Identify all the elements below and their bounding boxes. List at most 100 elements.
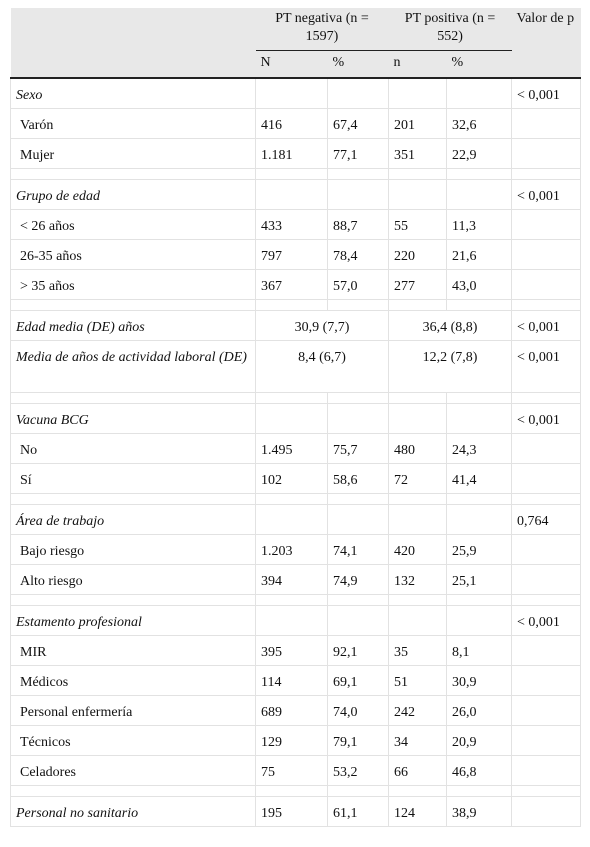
spacer-cell xyxy=(446,593,513,606)
cell-empty xyxy=(388,402,448,434)
spacer-row xyxy=(10,167,582,180)
spacer-cell xyxy=(10,593,256,606)
cell-value: 132 xyxy=(388,563,448,595)
row-label: Médicos xyxy=(10,664,256,696)
spacer-row xyxy=(10,391,582,404)
header-blank xyxy=(10,8,256,51)
cell-value: 25,9 xyxy=(446,533,513,565)
spacer-cell xyxy=(326,593,390,606)
group-header: PT positiva (n = 552) xyxy=(388,8,512,51)
spacer-cell xyxy=(255,593,328,606)
cell-value: 689 xyxy=(255,694,328,726)
table-row: Médicos 114 69,1 51 30,9 xyxy=(10,664,582,696)
cell-value: 92,1 xyxy=(326,634,390,666)
row-label: Personal enfermería xyxy=(10,694,256,726)
row-label: Celadores xyxy=(10,754,256,786)
table-row: Alto riesgo 394 74,9 132 25,1 xyxy=(10,563,582,595)
cell-value: 38,9 xyxy=(446,795,513,827)
spacer-row xyxy=(10,492,582,505)
cell-value: 367 xyxy=(255,268,328,300)
row-label: Estamento profesional xyxy=(10,604,256,636)
row-label: Vacuna BCG xyxy=(10,402,256,434)
table-row: Estamento profesional < 0,001 xyxy=(10,604,582,636)
spacer-row xyxy=(10,784,582,797)
table-row: Edad media (DE) años 30,9 (7,7) 36,4 (8,8)… xyxy=(10,309,582,341)
cell-value: 20,9 xyxy=(446,724,513,756)
spacer-cell xyxy=(446,784,513,797)
spacer-cell xyxy=(326,492,390,505)
cell-empty xyxy=(388,178,448,210)
cell-empty xyxy=(511,107,582,139)
table-row: Mujer 1.181 77,1 351 22,9 xyxy=(10,137,582,169)
cell-value: 201 xyxy=(388,107,448,139)
cell-value: 58,6 xyxy=(326,462,390,494)
cell-value: 12,2 (7,8) xyxy=(388,339,513,393)
cell-empty xyxy=(511,634,582,666)
spacer-cell xyxy=(388,593,448,606)
cell-value: 242 xyxy=(388,694,448,726)
cell-empty xyxy=(446,503,513,535)
p-value: < 0,001 xyxy=(511,309,582,341)
cell-value: 88,7 xyxy=(326,208,390,240)
cell-value: 34 xyxy=(388,724,448,756)
table-row: No 1.495 75,7 480 24,3 xyxy=(10,432,582,464)
cell-empty xyxy=(511,694,582,726)
spacer-cell xyxy=(255,298,328,311)
p-value: < 0,001 xyxy=(511,604,582,636)
cell-value: 35 xyxy=(388,634,448,666)
cell-empty xyxy=(446,178,513,210)
cell-value: 41,4 xyxy=(446,462,513,494)
table-row: Área de trabajo 0,764 xyxy=(10,503,582,535)
cell-value: 416 xyxy=(255,107,328,139)
cell-value: 394 xyxy=(255,563,328,595)
cell-value: 8,1 xyxy=(446,634,513,666)
cell-value: 75 xyxy=(255,754,328,786)
cell-value: 1.181 xyxy=(255,137,328,169)
cell-value: 102 xyxy=(255,462,328,494)
table-row: Personal enfermería 689 74,0 242 26,0 xyxy=(10,694,582,726)
cell-value: 26,0 xyxy=(446,694,513,726)
spacer-cell xyxy=(255,492,328,505)
cell-value: 57,0 xyxy=(326,268,390,300)
cell-empty xyxy=(446,77,513,109)
column-header: % xyxy=(327,50,389,79)
spacer-row xyxy=(10,298,582,311)
spacer-cell xyxy=(10,167,256,180)
cell-value: 195 xyxy=(255,795,328,827)
cell-value: 1.495 xyxy=(255,432,328,464)
cell-value: 124 xyxy=(388,795,448,827)
row-label: Área de trabajo xyxy=(10,503,256,535)
cell-value: 79,1 xyxy=(326,724,390,756)
row-label: < 26 años xyxy=(10,208,256,240)
spacer-cell xyxy=(511,784,582,797)
cell-value: 66 xyxy=(388,754,448,786)
spacer-cell xyxy=(326,298,390,311)
cell-value: 351 xyxy=(388,137,448,169)
cell-value: 1.203 xyxy=(255,533,328,565)
column-header: N xyxy=(255,50,328,79)
cell-value: 67,4 xyxy=(326,107,390,139)
spacer-cell xyxy=(10,391,256,404)
table-row: Personal no sanitario 195 61,1 124 38,9 xyxy=(10,795,582,827)
spacer-cell xyxy=(446,167,513,180)
cell-value: 220 xyxy=(388,238,448,270)
spacer-cell xyxy=(388,298,448,311)
row-label: Personal no sanitario xyxy=(10,795,256,827)
cell-value: 32,6 xyxy=(446,107,513,139)
spacer-cell xyxy=(511,298,582,311)
p-value: < 0,001 xyxy=(511,402,582,434)
spacer-cell xyxy=(326,784,390,797)
spacer-cell xyxy=(388,391,448,404)
cell-empty xyxy=(511,754,582,786)
cell-empty xyxy=(388,503,448,535)
row-label: Grupo de edad xyxy=(10,178,256,210)
column-header: % xyxy=(446,50,512,79)
spacer-cell xyxy=(446,298,513,311)
row-label: Varón xyxy=(10,107,256,139)
cell-value: 75,7 xyxy=(326,432,390,464)
cell-empty xyxy=(511,268,582,300)
spacer-cell xyxy=(446,391,513,404)
cell-value: 22,9 xyxy=(446,137,513,169)
p-value: < 0,001 xyxy=(511,339,582,393)
row-label: Sexo xyxy=(10,77,256,109)
